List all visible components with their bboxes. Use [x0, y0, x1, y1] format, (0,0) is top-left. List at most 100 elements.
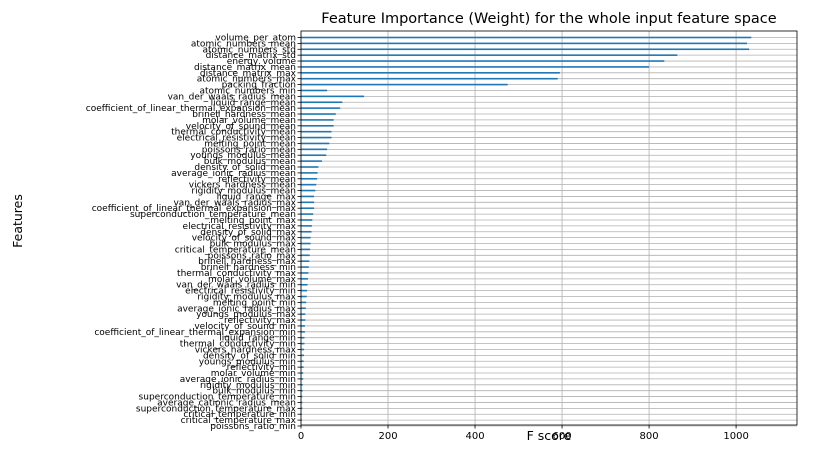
bar [301, 295, 307, 298]
y-tick-label: vickers_hardness_max [195, 345, 297, 355]
y-tick-label: bulk_modulus_mean [204, 157, 296, 167]
y-tick-label: van_der_waals_radius_mean [168, 92, 296, 102]
y-tick-label: velocity_of_sound_max [192, 234, 297, 244]
y-tick-label: reflectivity_mean [218, 175, 296, 185]
bar [301, 195, 315, 198]
bar [301, 225, 312, 227]
grid-lines [300, 31, 797, 427]
bar [301, 307, 306, 310]
bar [301, 60, 665, 62]
x-axis-tick-labels: 0 200 400 600 800 1000 [298, 425, 749, 442]
y-tick-label: molar_volume_min [211, 369, 296, 379]
bar [301, 383, 303, 386]
y-tick-label: vickers_hardness_mean [189, 181, 296, 191]
y-tick-label: electrical_resistivity_min [185, 287, 296, 297]
bar [301, 124, 334, 127]
x-tick-label: 0 [298, 431, 304, 442]
y-tick-label: superconduction_temperature_mean [130, 210, 296, 220]
y-tick-label: poissons_ratio_min [210, 422, 296, 432]
y-tick-label: superconduction_temperature_min [139, 393, 296, 403]
y-tick-label: superconduction_temperature_max [136, 404, 297, 414]
x-tick-label: 1000 [723, 431, 748, 442]
y-tick-label: distance_matrix_max [200, 69, 297, 79]
bar [301, 389, 303, 392]
y-tick-label: brinell_hardness_max [198, 257, 297, 267]
bar [301, 407, 303, 410]
y-tick-label: molar_volume_max [208, 275, 297, 285]
x-axis-label: F score [527, 428, 572, 443]
bar [301, 183, 317, 186]
bar [301, 113, 336, 115]
bar [301, 136, 332, 139]
bar [301, 260, 310, 262]
y-tick-label: rigidity_modulus_mean [191, 187, 296, 197]
bar [301, 95, 365, 98]
y-tick-label: critical_temperature_mean [175, 245, 296, 255]
bar [301, 242, 311, 245]
bar [301, 230, 312, 233]
bar [301, 419, 302, 421]
bar [301, 236, 311, 239]
bar [301, 413, 302, 416]
bar [301, 360, 304, 363]
bar [301, 395, 303, 398]
y-tick-label: melting_point_max [210, 216, 296, 226]
y-tick-label: molar_volume_mean [202, 116, 296, 126]
y-tick-label: average_ionic_radius_mean [171, 169, 296, 179]
y-tick-label: average_ionic_radius_min [180, 375, 296, 385]
bar [301, 89, 328, 92]
y-tick-label: average_ionic_radius_max [177, 304, 297, 314]
y-tick-label: coefficient_of_linear_thermal_expansion_… [92, 204, 297, 214]
y-tick-label: distance_matrix_mean [194, 63, 296, 73]
bar [301, 366, 304, 368]
bar [301, 54, 678, 56]
y-tick-label: poissons_ratio_mean [202, 145, 296, 155]
y-tick-label: distance_matrix_std [206, 51, 296, 61]
y-tick-label: velocity_of_sound_mean [186, 122, 296, 132]
y-tick-label: average_cationic_radius_mean [157, 398, 296, 408]
y-tick-label: youngs_modulus_mean [190, 151, 296, 161]
y-tick-label: electrical_resistivity_max [183, 222, 297, 232]
bar [301, 66, 650, 68]
y-tick-label: thermal_conductivity_max [177, 269, 297, 279]
y-axis-label: Features [10, 194, 25, 248]
y-tick-label: van_der_waals_radius_min [176, 281, 296, 291]
bar [301, 213, 314, 215]
bar [301, 207, 315, 210]
bar [301, 319, 306, 321]
y-tick-label: melting_point_min [213, 298, 296, 308]
bar [301, 313, 306, 315]
bar [301, 289, 308, 292]
bar [301, 201, 315, 204]
y-tick-label: brinell_hardness_min [201, 263, 296, 273]
y-tick-label: critical_temperature_min [183, 410, 296, 420]
y-tick-label: reflectivity_max [224, 316, 297, 326]
chart-title: Feature Importance (Weight) for the whol… [321, 11, 776, 27]
bar [301, 42, 747, 45]
bar [301, 166, 319, 168]
y-tick-label: density_of_solid_max [200, 228, 296, 238]
bar [301, 348, 305, 351]
y-tick-label: melting_point_mean [204, 139, 296, 149]
y-tick-label: electrical_resistivity_mean [177, 134, 296, 144]
bar [301, 142, 330, 145]
y-tick-label: atomic_numbers_mean [191, 39, 296, 49]
bar [301, 72, 560, 74]
bar [301, 336, 305, 339]
y-tick-label: critical_temperature_max [181, 416, 297, 426]
bar [301, 372, 304, 374]
bar [301, 189, 316, 192]
y-tick-label: thermal_conductivity_min [180, 340, 296, 350]
bar [301, 154, 327, 157]
bar [301, 342, 305, 345]
bar [301, 331, 305, 333]
bar [301, 401, 303, 404]
y-tick-label: youngs_modulus_min [199, 357, 296, 367]
bar [301, 283, 308, 286]
x-tick-label: 600 [553, 431, 572, 442]
bar [301, 219, 313, 221]
y-tick-label: bulk_modulus_max [210, 240, 297, 250]
bar [301, 172, 318, 174]
y-tick-label: velocity_of_sound_min [194, 322, 296, 332]
